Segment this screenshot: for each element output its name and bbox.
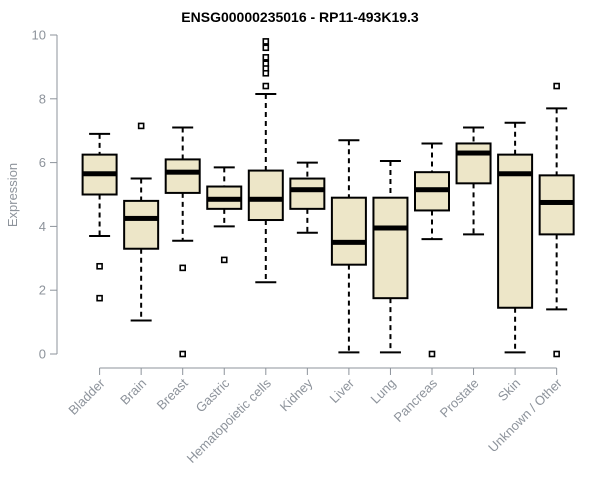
iqr-box	[497, 153, 534, 309]
outlier-point	[179, 264, 186, 272]
median-bar	[248, 196, 283, 202]
median-bar	[124, 215, 159, 221]
iqr-box	[164, 158, 201, 194]
y-tick-label: 2	[39, 283, 46, 298]
x-category-label: Bladder	[65, 375, 108, 418]
outlier-point	[179, 350, 186, 358]
x-category-label: Kidney	[277, 375, 316, 414]
box-brain	[123, 122, 160, 322]
median-bar	[539, 199, 574, 205]
outlier-point	[220, 256, 228, 264]
box-kidney	[289, 161, 326, 234]
box-gastric	[206, 166, 243, 264]
outlier-point	[262, 44, 270, 52]
median-bar	[415, 187, 449, 193]
median-bar	[207, 196, 242, 202]
x-category-label: Breast	[154, 375, 191, 412]
x-category-label: Lung	[368, 376, 399, 407]
box-liver	[330, 139, 367, 354]
median-bar	[373, 225, 408, 231]
box-groups	[81, 38, 575, 358]
y-tick-label: 6	[39, 155, 46, 170]
iqr-box	[247, 169, 284, 222]
iqr-box	[455, 142, 492, 185]
box-hematopoietic-cells	[247, 38, 284, 284]
box-breast	[164, 126, 201, 358]
outlier-point	[262, 69, 270, 77]
median-bar	[165, 169, 200, 175]
chart-title: ENSG00000235016 - RP11-493K19.3	[181, 9, 419, 25]
box-pancreas	[414, 142, 450, 358]
iqr-box	[330, 196, 367, 266]
outlier-point	[96, 294, 103, 302]
x-category-label: Skin	[495, 376, 523, 404]
box-unknown-other	[538, 82, 575, 358]
median-bar	[331, 239, 366, 245]
outlier-point	[262, 38, 270, 45]
outlier-point	[553, 82, 560, 90]
box-prostate	[455, 126, 492, 236]
box-bladder	[81, 132, 118, 302]
x-category-label: Prostate	[437, 376, 482, 421]
y-tick-label: 10	[32, 28, 46, 43]
y-tick-label: 0	[39, 347, 46, 362]
iqr-box	[372, 196, 409, 300]
x-category-label: Pancreas	[391, 375, 441, 425]
median-bar	[82, 171, 117, 177]
box-lung	[372, 160, 409, 354]
iqr-box	[289, 177, 326, 210]
outlier-point	[262, 54, 270, 61]
outlier-point	[428, 350, 436, 358]
x-category-label: Unknown / Other	[485, 375, 565, 455]
x-category-label: Brain	[117, 376, 149, 408]
x-category-label: Gastric	[193, 375, 233, 415]
median-bar	[498, 171, 533, 177]
outlier-point	[262, 82, 270, 90]
median-bar	[290, 187, 325, 193]
outlier-point	[96, 262, 103, 270]
outlier-point	[553, 350, 560, 358]
median-bar	[456, 150, 491, 156]
y-tick-label: 8	[39, 91, 46, 106]
y-axis-label: Expression	[5, 163, 20, 227]
y-tick-label: 4	[39, 219, 46, 234]
box-skin	[497, 121, 534, 354]
x-category-label: Liver	[326, 375, 357, 406]
iqr-box	[123, 199, 160, 250]
outlier-point	[137, 122, 145, 130]
